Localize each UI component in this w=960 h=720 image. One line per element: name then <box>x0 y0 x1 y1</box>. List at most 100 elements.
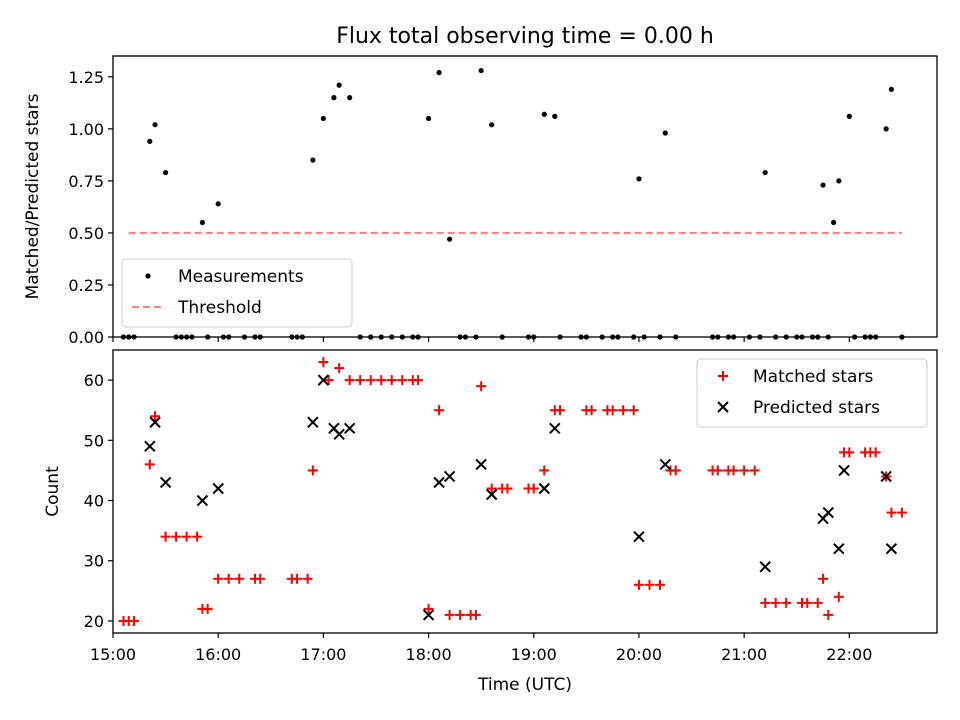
top-panel-legend: Measurements Threshold <box>121 258 353 328</box>
measurements-point <box>552 113 558 119</box>
predicted-stars-point <box>538 482 550 495</box>
top-y-tick-label: 0.25 <box>68 276 104 295</box>
matched-stars-point <box>223 573 234 584</box>
measurements-point <box>478 67 484 74</box>
matched-stars-point <box>607 405 618 416</box>
bottom-x-tick-label: 19:00 <box>511 645 557 664</box>
matched-stars-point <box>476 381 487 392</box>
measurements-point <box>662 130 668 136</box>
bottom-y-tick-label: 30 <box>84 552 104 571</box>
matched-stars-point <box>712 465 723 476</box>
matched-stars-point <box>644 579 655 590</box>
measurements-point <box>762 169 768 176</box>
matched-stars-point <box>144 459 155 470</box>
matched-stars-point <box>802 597 813 608</box>
predicted-stars-point <box>443 470 456 483</box>
matched-stars-point <box>633 579 644 590</box>
measurements-point <box>888 86 895 92</box>
bottom-x-tick-label: 16:00 <box>195 645 241 664</box>
measurements-point <box>541 111 547 117</box>
top-y-tick-label: 0.00 <box>68 328 104 347</box>
matched-stars-point <box>386 375 397 386</box>
matched-stars-point <box>397 375 408 386</box>
matched-stars-point <box>823 609 834 620</box>
predicted-stars-point <box>885 542 898 555</box>
matched-stars-point <box>555 405 566 416</box>
matched-stars-point <box>528 483 539 494</box>
matched-stars-point <box>739 465 750 476</box>
matched-stars-point <box>760 597 771 608</box>
predicted-stars-point <box>343 422 356 434</box>
predicted-stars-point <box>196 494 209 507</box>
bottom-x-tick-label: 22:00 <box>826 645 872 664</box>
measurements-point <box>436 70 442 76</box>
matched-stars-point <box>749 465 760 476</box>
matched-stars-point <box>886 507 897 518</box>
predicted-stars-point <box>149 416 161 428</box>
bottom-y-tick-label: 40 <box>84 492 104 511</box>
measurements-point <box>336 82 342 88</box>
matched-stars-point <box>455 609 466 620</box>
top-panel-ratio: 0.00 0.25 0.50 0.75 1.00 1.25 Matched/Predict… <box>23 55 938 347</box>
matched-stars-point <box>833 591 844 602</box>
matched-stars-point <box>181 531 192 542</box>
matched-stars-point <box>654 579 665 590</box>
top-y-tick-label: 1.25 <box>68 68 104 87</box>
matched-stars-point <box>150 411 161 422</box>
predicted-stars-point <box>475 458 487 471</box>
matched-stars-point <box>423 603 434 614</box>
predicted-stars-point <box>880 470 892 483</box>
matched-stars-point <box>234 573 245 584</box>
predicted-stars-point <box>307 416 319 428</box>
measurements-point <box>447 236 453 242</box>
matched-stars-point <box>318 357 329 368</box>
matched-stars-point <box>129 615 140 626</box>
matched-stars-point <box>781 597 792 608</box>
matched-stars-point <box>355 375 366 386</box>
matched-stars-point <box>365 375 376 386</box>
matched-stars-point <box>171 531 182 542</box>
matched-stars-point <box>344 375 355 386</box>
bottom-panel-y-axis-label: Count <box>43 466 63 517</box>
legend-label: Threshold <box>177 298 262 318</box>
measurements-point <box>320 115 326 122</box>
predicted-stars-point <box>759 561 771 573</box>
bottom-panel-counts: 15:00 16:00 17:00 18:00 19:00 20:00 21:00 22:00… <box>43 349 938 695</box>
measurements-point <box>425 115 432 122</box>
bottom-x-tick-label: 21:00 <box>721 645 767 664</box>
top-y-tick-label: 1.00 <box>68 120 104 139</box>
top-y-tick-label: 0.50 <box>68 224 104 243</box>
legend-label: Predicted stars <box>753 398 880 418</box>
matched-stars-point <box>202 603 213 614</box>
bottom-x-tick-label: 20:00 <box>616 645 662 664</box>
matched-stars-point <box>502 483 513 494</box>
legend-label: Measurements <box>178 267 304 287</box>
matched-stars-point <box>334 363 345 374</box>
matched-stars-point <box>434 405 445 416</box>
matched-stars-point <box>192 531 203 542</box>
predicted-stars-point <box>485 488 498 501</box>
predicted-stars-point <box>212 482 224 495</box>
matched-stars-point <box>376 375 387 386</box>
measurements-point <box>820 182 826 188</box>
bottom-panel-x-axis-label: Time (UTC) <box>477 675 572 695</box>
measurements-point <box>836 178 842 184</box>
matched-stars-point <box>770 597 781 608</box>
bottom-panel-frame <box>112 349 938 634</box>
legend-label: Matched stars <box>753 367 873 387</box>
measurements-point <box>347 95 353 101</box>
measurements-point <box>830 219 837 226</box>
measurements-point <box>162 169 169 176</box>
matched-stars-point <box>670 465 681 476</box>
predicted-stars-point <box>838 464 850 477</box>
top-panel-frame <box>112 55 938 338</box>
predicted-stars-point <box>433 476 445 489</box>
matched-stars-point <box>292 573 303 584</box>
measurements-point <box>636 176 642 182</box>
matched-stars-point <box>444 609 455 620</box>
top-panel-y-axis-label: Matched/Predicted stars <box>23 93 43 299</box>
matched-stars-point <box>486 483 497 494</box>
bottom-x-tick-label: 18:00 <box>406 645 452 664</box>
matched-stars-point <box>302 573 313 584</box>
matched-stars-point <box>818 573 829 584</box>
